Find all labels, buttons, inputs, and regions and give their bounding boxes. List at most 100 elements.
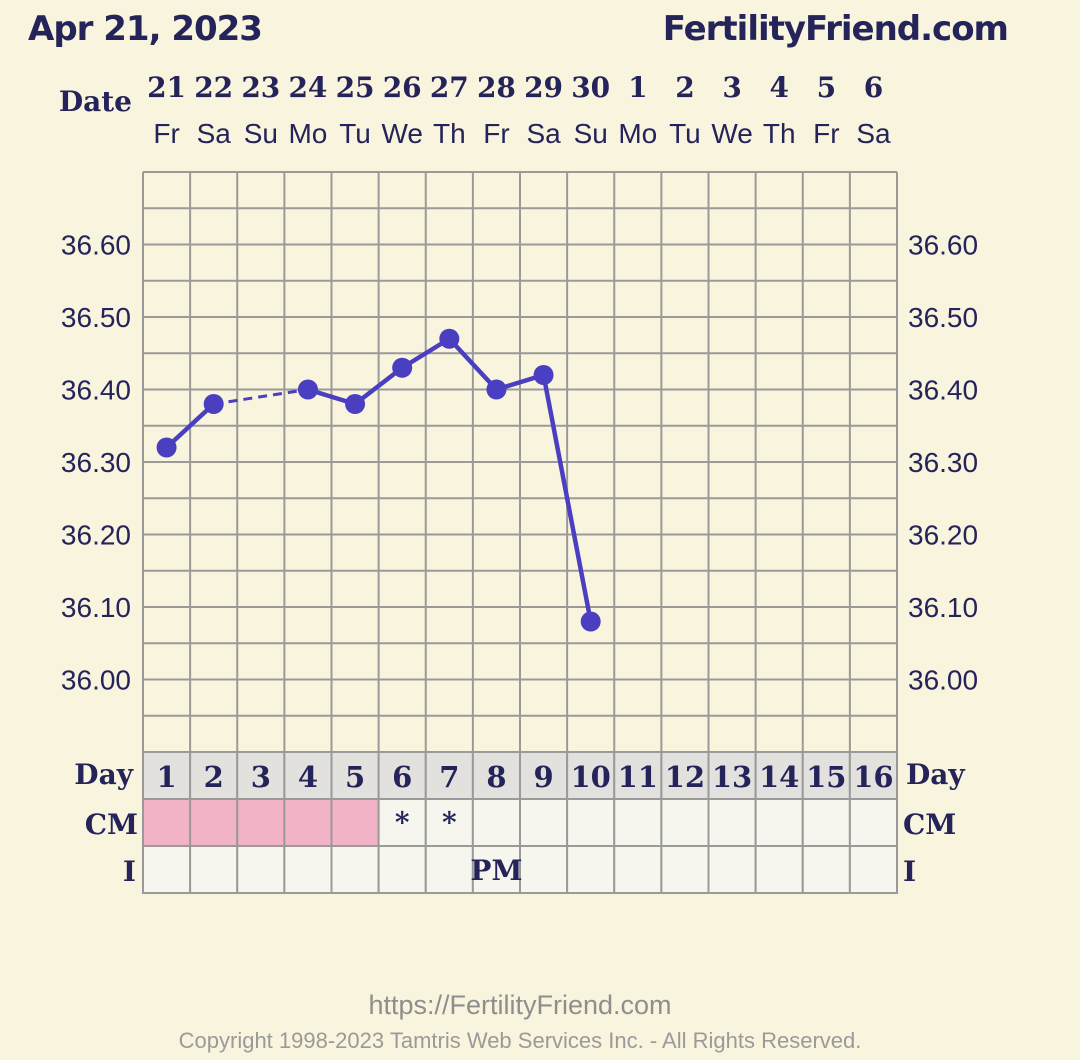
cycle-day-label: 2 <box>204 760 224 794</box>
weekday-label: Sa <box>197 118 232 149</box>
cycle-day-label: 8 <box>486 760 506 794</box>
chart-date-title: Apr 21, 2023 <box>28 9 262 49</box>
day-cell <box>707 751 757 800</box>
cm-marker: * <box>442 806 457 839</box>
i-cell[interactable] <box>613 845 663 894</box>
date-label: 27 <box>430 71 469 104</box>
cycle-day-label: 12 <box>665 760 705 794</box>
data-point[interactable] <box>203 394 224 414</box>
day-row-label-left: Day <box>74 758 133 791</box>
i-cell[interactable] <box>519 845 569 894</box>
i-cell[interactable] <box>189 845 239 894</box>
i-cell[interactable] <box>848 845 898 894</box>
intercourse-row: PM <box>142 845 898 894</box>
y-tick-label-left: 36.20 <box>61 520 131 551</box>
weekday-label: We <box>381 118 423 149</box>
date-label: 24 <box>288 71 327 104</box>
y-tick-label-right: 36.40 <box>908 375 978 406</box>
chart-grid <box>142 171 898 753</box>
y-tick-label-right: 36.30 <box>908 447 978 478</box>
cm-cell[interactable] <box>424 798 474 847</box>
cm-cell[interactable] <box>471 798 521 847</box>
y-tick-label-left: 36.60 <box>61 230 131 261</box>
date-label: 23 <box>241 71 280 104</box>
date-label: 22 <box>194 71 233 104</box>
date-label: 1 <box>628 71 647 104</box>
series-gap-segment <box>213 388 309 406</box>
cm-cell[interactable] <box>142 798 192 847</box>
y-tick-label-right: 36.00 <box>908 665 978 696</box>
i-cell[interactable] <box>707 845 757 894</box>
i-marker: PM <box>470 854 522 887</box>
data-point[interactable] <box>156 437 177 458</box>
footer-copyright: Copyright 1998-2023 Tamtris Web Services… <box>179 1028 862 1053</box>
weekday-label: Tu <box>669 118 701 149</box>
date-label: 26 <box>383 71 422 104</box>
cm-cell[interactable] <box>801 798 851 847</box>
i-cell[interactable] <box>424 845 474 894</box>
weekday-label: Su <box>244 118 278 149</box>
cm-cell[interactable] <box>754 798 804 847</box>
cm-cell[interactable] <box>283 798 333 847</box>
weekday-label: Th <box>433 118 466 149</box>
y-tick-label-right: 36.20 <box>908 520 978 551</box>
weekday-label: Sa <box>856 118 891 149</box>
data-point[interactable] <box>486 379 507 400</box>
i-cell[interactable] <box>236 845 286 894</box>
i-cell[interactable] <box>142 845 192 894</box>
cm-cell[interactable] <box>707 798 757 847</box>
site-name: FertilityFriend.com <box>663 9 1008 49</box>
cm-cell[interactable] <box>660 798 710 847</box>
date-label: 21 <box>147 71 186 104</box>
cm-cell[interactable] <box>613 798 663 847</box>
cycle-day-label: 3 <box>251 760 271 794</box>
date-label: 28 <box>477 71 516 104</box>
data-point[interactable] <box>392 357 413 378</box>
y-tick-label-left: 36.00 <box>61 665 131 696</box>
date-label: 4 <box>769 71 788 104</box>
cm-cell[interactable] <box>236 798 286 847</box>
cm-cell[interactable] <box>519 798 569 847</box>
i-cell[interactable] <box>754 845 804 894</box>
cm-cell[interactable] <box>330 798 380 847</box>
date-label: 29 <box>524 71 563 104</box>
i-cell[interactable] <box>801 845 851 894</box>
i-cell[interactable] <box>377 845 427 894</box>
day-cell <box>848 751 898 800</box>
i-cell[interactable] <box>471 845 521 894</box>
cm-cell[interactable] <box>566 798 616 847</box>
date-label: 30 <box>571 71 610 104</box>
weekday-label: Mo <box>288 118 327 149</box>
i-row-label-left: I <box>123 855 136 888</box>
cycle-day-label: 4 <box>298 760 318 794</box>
cm-cell[interactable] <box>189 798 239 847</box>
footer-url[interactable]: https://FertilityFriend.com <box>368 990 671 1020</box>
cycle-day-label: 15 <box>806 760 846 794</box>
cycle-day-row: 1 2 3 4 5 6 7 8 9 10 11 12 13 14 15 16 <box>142 751 898 800</box>
cycle-day-label: 9 <box>533 760 553 794</box>
cm-cell[interactable] <box>848 798 898 847</box>
data-point[interactable] <box>297 379 318 400</box>
i-cell[interactable] <box>566 845 616 894</box>
i-cell[interactable] <box>660 845 710 894</box>
data-point[interactable] <box>439 328 460 349</box>
day-cell <box>519 751 569 800</box>
data-point[interactable] <box>345 394 366 414</box>
weekday-label: Sa <box>526 118 561 149</box>
y-tick-label-right: 36.10 <box>908 592 978 623</box>
y-tick-label-left: 36.10 <box>61 592 131 623</box>
i-cell[interactable] <box>283 845 333 894</box>
cycle-day-label: 5 <box>345 760 365 794</box>
y-tick-label-right: 36.50 <box>908 302 978 333</box>
y-tick-label-left: 36.30 <box>61 447 131 478</box>
data-point[interactable] <box>533 365 554 385</box>
date-label: 25 <box>336 71 375 104</box>
weekday-label: Su <box>574 118 608 149</box>
cycle-day-label: 1 <box>156 760 176 794</box>
day-cell <box>377 751 427 800</box>
weekday-label: Tu <box>339 118 371 149</box>
i-cell[interactable] <box>330 845 380 894</box>
data-point[interactable] <box>580 611 601 632</box>
day-row-label-right: Day <box>906 758 965 791</box>
